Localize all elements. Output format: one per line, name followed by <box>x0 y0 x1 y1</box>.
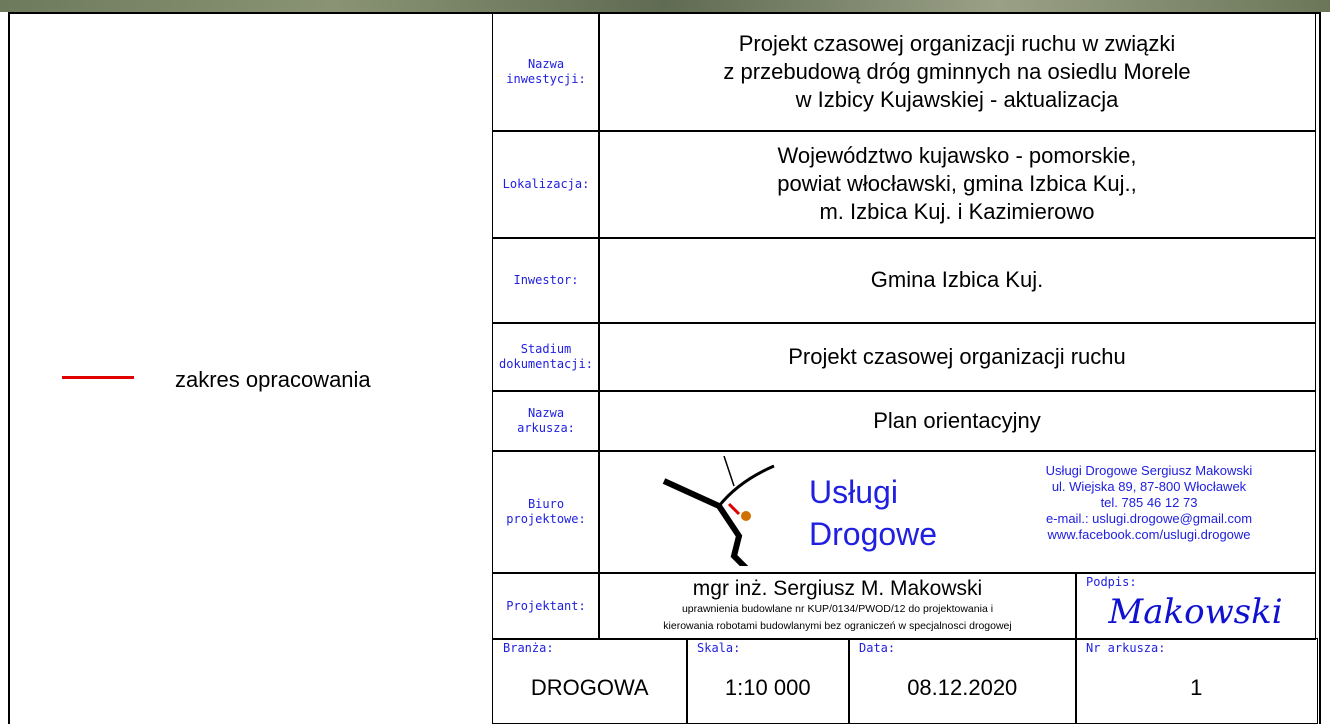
row-label-cell: Inwestor: <box>492 237 600 324</box>
footer-label: Branża: <box>503 641 554 655</box>
signature: Makowski <box>1108 592 1283 632</box>
row-text: m. Izbica Kuj. i Kazimierowo <box>819 199 1095 225</box>
row-value-cell: Projekt czasowej organizacji ruchu <box>598 322 1316 392</box>
footer-cell: Branża: DROGOWA <box>492 638 688 724</box>
row-label-cell: Stadium dokumentacji: <box>492 322 600 392</box>
office-label-cell: Biuro projektowe: <box>492 450 600 574</box>
aerial-strip <box>0 0 1330 12</box>
row-label: arkusza: <box>517 420 575 435</box>
row-label-cell: Lokalizacja: <box>492 130 600 239</box>
office-label: projektowe: <box>506 512 586 526</box>
row-text: Plan orientacyjny <box>873 407 1041 433</box>
logo-word: Usługi <box>809 474 898 510</box>
signature-label: Podpis: <box>1086 575 1137 589</box>
legend-label: zakres opracowania <box>175 367 371 392</box>
row-text: powiat włocławski, gmina Izbica Kuj., <box>777 171 1137 197</box>
row-value-cell: Województwo kujawsko - pomorskie, powiat … <box>598 130 1316 239</box>
logo-graphic <box>662 456 775 566</box>
contact-line: e-mail.: uslugi.drogowe@gmail.com <box>1045 511 1253 526</box>
designer-label: Projektant: <box>506 598 586 613</box>
logo-word: Drogowe <box>809 516 938 552</box>
row-text: Projekt czasowej organizacji ruchu <box>788 343 1126 369</box>
row-text: Projekt czasowej organizacji ruchu w zwi… <box>738 30 1176 56</box>
row-value-cell: Plan orientacyjny <box>598 390 1316 452</box>
row-label: Nazwa <box>527 405 565 420</box>
designer-name: mgr inż. Sergiusz M. Makowski <box>692 577 983 600</box>
office-label: Biuro <box>527 497 565 511</box>
footer-label: Nr arkusza: <box>1086 641 1166 655</box>
contact: Usługi Drogowe Sergiusz Makowski ul. Wiej… <box>999 463 1299 543</box>
footer-cell: Data: 08.12.2020 <box>848 638 1077 724</box>
office-cell: Usługi Drogowe Usługi Drogowe Sergiusz Mak… <box>598 450 1316 574</box>
row-label: Lokalizacja: <box>502 176 590 191</box>
row-value-cell: Gmina Izbica Kuj. <box>598 237 1316 324</box>
row-label: Inwestor: <box>513 272 579 287</box>
designer-note: kierowania robotami budowlanymi bez ogra… <box>663 620 1012 632</box>
row-label: Stadium <box>520 341 572 356</box>
row-value-cell: Projekt czasowej organizacji ruchu w zwi… <box>598 12 1316 132</box>
contact-line: ul. Wiejska 89, 87-800 Włocławek <box>1051 479 1247 494</box>
footer-value: 1:10 000 <box>724 675 811 700</box>
row-label: inwestycji: <box>506 71 586 86</box>
designer-note: uprawnienia budowlane nr KUP/0134/PWOD/1… <box>681 603 994 615</box>
designer-cell: mgr inż. Sergiusz M. Makowski uprawnienia… <box>598 572 1077 640</box>
logo-text: Usługi Drogowe <box>809 471 937 555</box>
contact-line: Usługi Drogowe Sergiusz Makowski <box>1045 463 1253 478</box>
row-label-cell: Nazwa arkusza: <box>492 390 600 452</box>
row-text: Gmina Izbica Kuj. <box>870 267 1044 293</box>
signature-cell: Podpis: Makowski <box>1075 572 1316 640</box>
footer-value: 08.12.2020 <box>907 675 1018 700</box>
row-label: Nazwa <box>527 56 565 71</box>
footer-value: 1 <box>1190 675 1203 700</box>
footer-value: DROGOWA <box>530 675 649 700</box>
row-text: w Izbicy Kujawskiej - aktualizacja <box>795 86 1119 112</box>
row-text: z przebudową dróg gminnych na osiedlu Mo… <box>723 58 1191 84</box>
frame <box>8 12 1321 724</box>
contact-line: www.facebook.com/uslugi.drogowe <box>1047 527 1251 542</box>
designer-label-cell: Projektant: <box>492 572 600 640</box>
row-label-cell: Nazwa inwestycji: <box>492 12 600 132</box>
footer-cell: Nr arkusza: 1 <box>1075 638 1318 724</box>
footer-cell: Skala: 1:10 000 <box>686 638 850 724</box>
footer-label: Skala: <box>697 641 741 655</box>
footer-label: Data: <box>859 641 896 655</box>
row-text: Województwo kujawsko - pomorskie, <box>777 143 1137 169</box>
row-label: dokumentacji: <box>499 356 593 371</box>
contact-line: tel. 785 46 12 73 <box>1100 495 1198 510</box>
legend-line <box>62 376 134 379</box>
